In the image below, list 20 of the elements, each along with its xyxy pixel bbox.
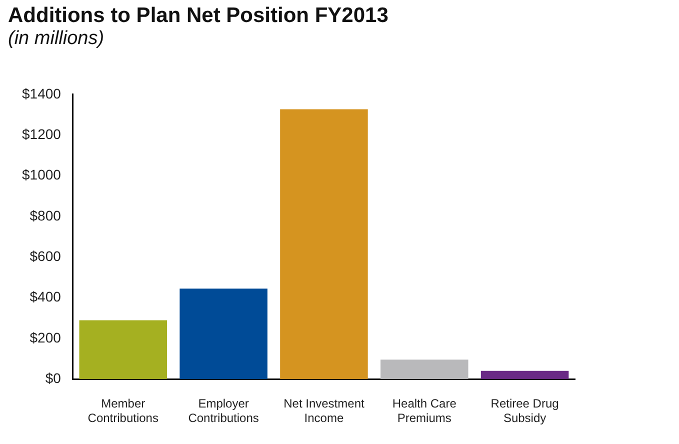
y-tick-label: $1200	[22, 126, 62, 142]
y-tick-label: $600	[30, 248, 62, 264]
x-tick-label: Net Investment Income	[284, 396, 365, 426]
y-tick-label: $1000	[22, 166, 62, 183]
y-tick-label: $1400	[22, 85, 62, 102]
bar	[480, 370, 569, 380]
bar	[180, 288, 268, 380]
bar	[79, 320, 168, 380]
y-tick-label: $0	[45, 370, 62, 386]
y-tick-label: $200	[30, 329, 62, 346]
x-tick-label: Health Care Premiums	[392, 396, 457, 426]
x-tick-label: Employer Contributions	[188, 396, 259, 426]
y-tick-label: $400	[30, 288, 62, 305]
y-tick-label: $800	[30, 207, 62, 224]
bar	[380, 360, 468, 380]
x-tick-label: Retiree Drug Subsidy	[490, 396, 559, 426]
chart-title: Additions to Plan Net Position FY2013	[8, 4, 388, 28]
x-tick-label: Member Contributions	[88, 396, 158, 426]
bar	[280, 109, 368, 380]
chart-subtitle: (in millions)	[8, 28, 104, 50]
